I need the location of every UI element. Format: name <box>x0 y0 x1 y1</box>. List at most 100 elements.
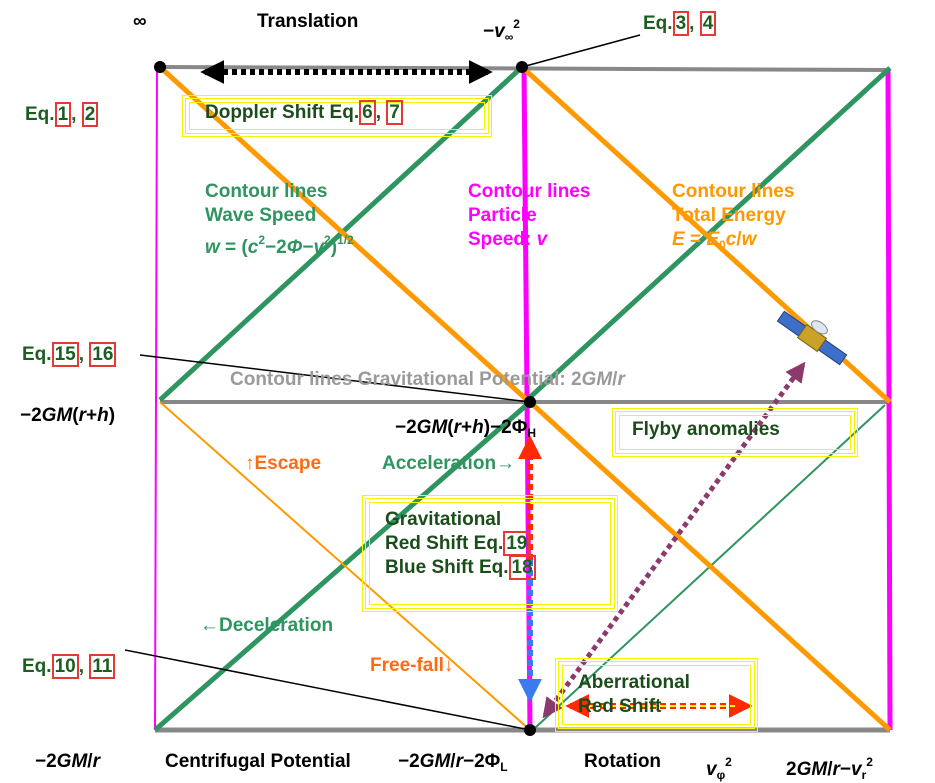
label-acceleration: Acceleration→ <box>382 452 515 476</box>
text-part: Wave Speed <box>205 205 316 226</box>
text-part: v <box>851 759 862 780</box>
text-part: ) <box>109 405 115 426</box>
text-line: Total Energy <box>672 204 794 228</box>
eq-number: 11 <box>89 654 115 679</box>
text-part: −2 <box>35 751 57 772</box>
text-line: −2GM/r−2ΦL <box>398 750 508 779</box>
label-grav-potential: Contour lines Gravitational Potential: 2… <box>230 368 625 392</box>
text-part: + <box>461 417 472 438</box>
text-part: Rotation <box>584 751 661 772</box>
text-part: r <box>79 405 86 426</box>
text-line: Gravitational <box>385 508 536 532</box>
eq-number: 4 <box>700 11 717 36</box>
text-part: v <box>313 237 324 258</box>
text-part: r <box>456 751 463 772</box>
text-line: w = (c2−2Φ−v2)1/2 <box>205 228 354 260</box>
text-part: −2 <box>265 237 287 258</box>
eq-number: 18 <box>509 555 536 580</box>
text-line: Contour lines <box>205 180 354 204</box>
eq-number: 6 <box>359 100 376 125</box>
text-part: v <box>494 21 505 42</box>
label-v-phi: vφ2 <box>706 750 732 783</box>
text-line: Eq.10, 11 <box>22 655 115 679</box>
text-part: GM <box>417 417 448 438</box>
text-line: Red Shift <box>578 695 690 719</box>
text-part: Total Energy <box>672 205 786 226</box>
label-escape: ↑Escape <box>245 452 321 476</box>
text-part: , <box>71 104 82 125</box>
text-part: v <box>537 229 548 250</box>
text-part: GM <box>420 751 451 772</box>
label-centrifugal: Centrifugal Potential <box>165 750 351 774</box>
text-line: Particle <box>468 204 590 228</box>
text-line: Eq.1, 2 <box>25 103 98 127</box>
text-part: , <box>689 13 700 34</box>
text-part: Centrifugal Potential <box>165 751 351 772</box>
text-part: w <box>742 229 757 250</box>
text-part: r <box>454 417 461 438</box>
text-line: Red Shift Eq.19 <box>385 532 536 556</box>
label-aberrational: AberrationalRed Shift <box>578 671 690 719</box>
text-line: vφ2 <box>706 750 732 783</box>
label-flyby: Flyby anomalies <box>632 418 780 442</box>
text-part: )−2Φ <box>484 417 528 438</box>
text-part: 2 <box>324 233 331 247</box>
eq-number: 19 <box>503 531 530 556</box>
text-part: Contour lines <box>205 181 327 202</box>
text-line: Doppler Shift Eq.6, 7 <box>205 101 403 125</box>
text-part: GM <box>797 759 828 780</box>
text-part: Red Shift Eq. <box>385 533 503 554</box>
text-line: Rotation <box>584 750 661 774</box>
text-line: −v∞2 <box>483 12 520 49</box>
text-part: − <box>840 759 851 780</box>
text-line: Flyby anomalies <box>632 418 780 442</box>
text-part: 2 <box>866 755 873 769</box>
eq-number: 2 <box>82 102 99 127</box>
text-part: Speed: <box>468 229 537 250</box>
text-part: GM <box>42 405 73 426</box>
text-part: r <box>617 369 624 390</box>
text-part: ↑Escape <box>245 453 321 474</box>
eq-number: 7 <box>386 100 403 125</box>
label-rotation: Rotation <box>584 750 661 774</box>
text-line: Wave Speed <box>205 204 354 228</box>
text-part: Doppler Shift Eq. <box>205 102 359 123</box>
text-part: −2 <box>395 417 417 438</box>
label-doppler: Doppler Shift Eq.6, 7 <box>205 101 403 125</box>
text-part: − <box>483 21 494 42</box>
text-line: Contour lines <box>672 180 794 204</box>
text-part: c <box>248 237 259 258</box>
text-part: h <box>97 405 109 426</box>
text-part: Flyby anomalies <box>632 419 780 440</box>
eq-number: 15 <box>52 342 79 367</box>
text-part: −2 <box>20 405 42 426</box>
text-part: Eq. <box>643 13 673 34</box>
text-line: 2GM/r−vr2 <box>786 750 873 783</box>
text-part: c <box>726 229 737 250</box>
text-line: −2GM(r+h)−2ΦH <box>395 416 536 445</box>
text-part: −2 <box>398 751 420 772</box>
eq-number: 3 <box>673 11 690 36</box>
text-part: r <box>93 751 100 772</box>
text-line: ↑Escape <box>245 452 321 476</box>
text-line: Eq.3, 4 <box>643 12 716 36</box>
text-part: − <box>302 237 313 258</box>
text-part: Acceleration→ <box>382 453 515 474</box>
text-part: Contour lines <box>468 181 590 202</box>
text-line: Blue Shift Eq.18 <box>385 556 536 580</box>
label-deceleration: ←Deceleration <box>200 614 333 638</box>
eq-number: 10 <box>52 654 79 679</box>
text-line: −2GM/r <box>35 750 100 774</box>
label-center-mid: −2GM(r+h)−2ΦH <box>395 416 536 445</box>
text-part: = ( <box>220 237 248 258</box>
text-part: Red Shift <box>578 696 661 717</box>
text-part: −2Φ <box>463 751 500 772</box>
text-line: Aberrational <box>578 671 690 695</box>
text-part: , <box>79 344 90 365</box>
text-part: 2 <box>513 17 520 31</box>
text-part: , <box>79 656 90 677</box>
text-part: GM <box>582 369 613 390</box>
text-line: Acceleration→ <box>382 452 515 476</box>
